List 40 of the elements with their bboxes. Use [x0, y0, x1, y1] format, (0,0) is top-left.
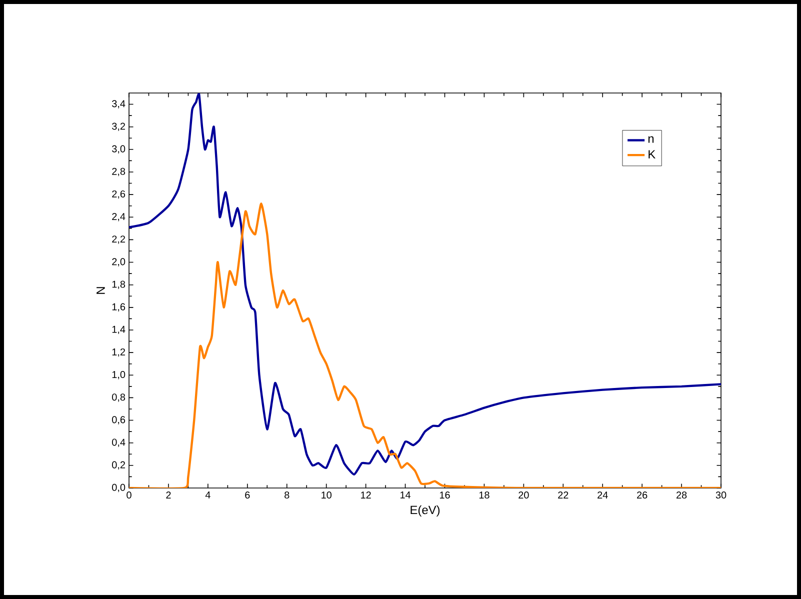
x-axis-title: E(eV) [410, 505, 440, 517]
y-tick-label: 0,6 [112, 416, 126, 424]
x-tick-label: 14 [400, 492, 411, 498]
y-tick-label: 0,8 [112, 394, 126, 402]
x-tick-label: 6 [245, 492, 250, 499]
y-tick-label: 0,0 [112, 484, 126, 492]
y-tick-label: 0,4 [112, 438, 126, 447]
x-tick-label: 12 [361, 492, 371, 498]
x-tick-label: 2 [166, 492, 171, 498]
x-tick-label: 28 [676, 492, 687, 499]
y-tick-label: 2,6 [112, 190, 126, 199]
y-tick-label: 1,0 [112, 371, 126, 380]
x-tick-label: 24 [598, 492, 608, 498]
x-tick-label: 4 [205, 492, 210, 498]
x-tick-label: 10 [322, 492, 332, 499]
x-tick-label: 26 [637, 492, 648, 499]
y-tick-label: 2,8 [112, 168, 126, 176]
y-tick-label: 1,6 [112, 303, 126, 312]
legend-label: n [648, 136, 654, 143]
y-tick-label: 2,2 [112, 236, 125, 244]
x-tick-label: 16 [440, 492, 450, 499]
y-tick-label: 2,0 [112, 258, 126, 266]
y-tick-label: 3,0 [112, 145, 126, 154]
line-series [129, 202, 722, 488]
y-tick-label: 3,2 [112, 122, 125, 131]
y-tick-label: 2,4 [112, 213, 126, 222]
y-axis-title: N [96, 287, 105, 294]
x-tick-label: 20 [518, 492, 529, 499]
legend-label: K [648, 150, 656, 158]
y-tick-label: 1,8 [112, 280, 126, 289]
y-tick-label: 1,4 [112, 326, 126, 334]
y-tick-label: 1,2 [112, 348, 125, 357]
line-series [129, 93, 722, 476]
x-tick-label: 0 [126, 492, 132, 499]
y-tick-label: 0,2 [112, 461, 125, 470]
x-tick-label: 8 [284, 492, 290, 499]
x-tick-label: 22 [558, 492, 568, 498]
x-tick-label: 18 [479, 492, 490, 499]
x-tick-label: 30 [716, 492, 726, 499]
y-tick-label: 3,4 [112, 100, 126, 108]
